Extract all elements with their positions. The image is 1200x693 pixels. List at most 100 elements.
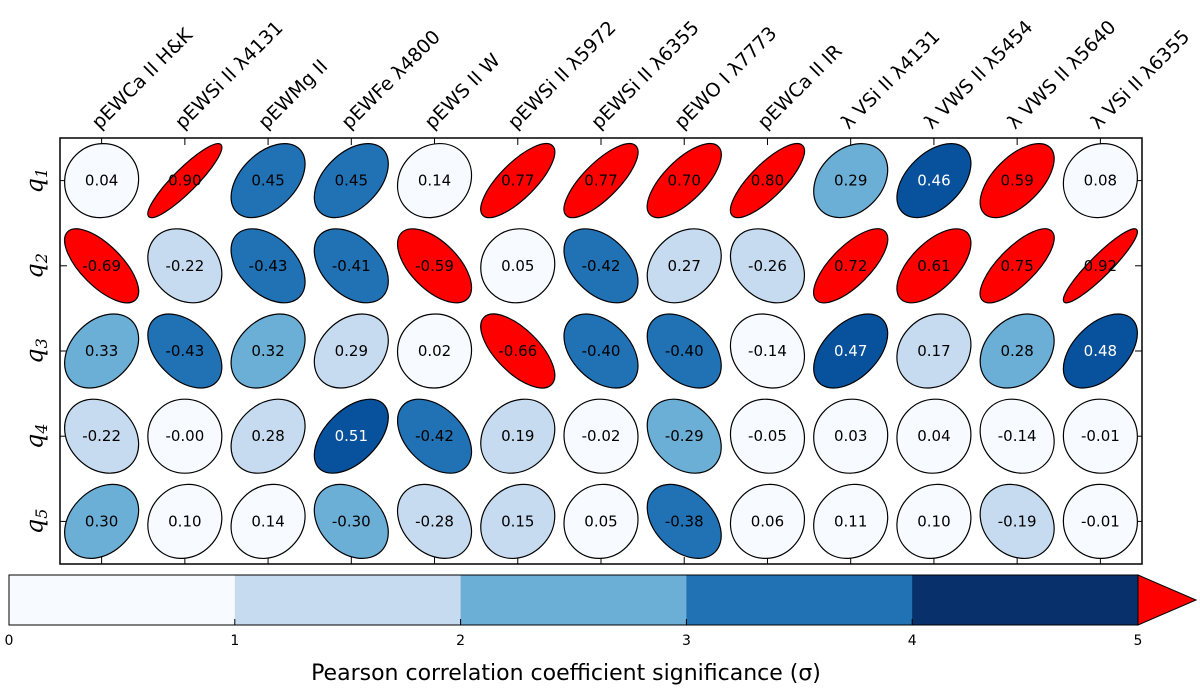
correlation-ellipse: [147, 228, 223, 304]
correlation-ellipse: [563, 398, 639, 474]
cell-value-label: 0.29: [335, 342, 368, 360]
cell-value-label: -0.01: [1081, 512, 1120, 530]
cell-value-label: 0.05: [501, 257, 534, 275]
correlation-ellipse: [896, 398, 972, 474]
correlation-ellipse: [813, 483, 889, 560]
cell-value-label: 0.77: [501, 172, 534, 190]
cell-value-label: 0.72: [834, 257, 867, 275]
cell-value-label: 0.02: [418, 342, 451, 360]
correlation-ellipse: [729, 313, 806, 389]
cell-value-label: 0.70: [668, 172, 701, 190]
cell-value-label: -0.43: [165, 342, 204, 360]
row-label: q3: [21, 338, 51, 364]
cell-value-label: 0.45: [251, 172, 284, 190]
correlation-ellipse: [396, 313, 473, 389]
cell-value-label: -0.05: [748, 427, 787, 445]
cell-value-label: 0.48: [1084, 342, 1117, 360]
colorbar-segment: [686, 575, 913, 625]
cell-value-label: 0.30: [85, 512, 118, 530]
cell-value-label: -0.26: [748, 257, 787, 275]
colorbar-tick-label: 5: [1134, 633, 1143, 649]
colorbar-tick-label: 3: [682, 633, 691, 649]
row-label: q1: [21, 168, 51, 194]
colorbar-tick-label: 4: [908, 633, 917, 649]
correlation-ellipse: [313, 398, 389, 474]
cell-value-label: -0.40: [665, 342, 704, 360]
correlation-ellipse: [563, 313, 639, 389]
cell-value-label: 0.14: [418, 172, 451, 190]
cell-value-label: -0.19: [998, 512, 1037, 530]
cell-value-label: 0.06: [751, 512, 784, 530]
cell-value-label: 0.05: [584, 512, 617, 530]
correlation-ellipse: [396, 483, 473, 560]
correlation-ellipse: [396, 142, 473, 219]
cell-value-label: 0.04: [85, 172, 118, 190]
correlation-ellipse: [313, 143, 389, 219]
cell-value-label: -0.00: [165, 427, 204, 445]
correlation-ellipse: [396, 228, 473, 304]
cell-value-label: -0.69: [82, 257, 121, 275]
correlation-ellipse: [729, 142, 806, 219]
correlation-ellipse: [646, 313, 722, 389]
cell-value-label: -0.40: [582, 342, 621, 360]
cell-value-label: 0.32: [251, 342, 284, 360]
correlation-ellipse: [1062, 143, 1138, 219]
correlation-ellipse: [979, 313, 1055, 389]
correlation-ellipse: [480, 313, 556, 389]
cell-value-label: 0.47: [834, 342, 867, 360]
correlation-ellipse: [313, 313, 389, 389]
row-label: q2: [21, 253, 51, 279]
colorbar-segment: [9, 575, 236, 625]
cell-value-label: -0.22: [165, 257, 204, 275]
cell-value-label: -0.02: [582, 427, 621, 445]
correlation-ellipse: [147, 313, 223, 389]
correlation-ellipse: [979, 398, 1055, 474]
cell-value-label: 0.08: [1084, 172, 1117, 190]
correlation-ellipse: [1062, 483, 1138, 559]
colorbar-extend-arrow: [1137, 574, 1198, 626]
cell-value-label: 0.27: [668, 257, 701, 275]
cell-value-label: 0.46: [917, 172, 950, 190]
colorbar-tick-label: 1: [230, 633, 239, 649]
cell-value-label: 0.51: [335, 427, 368, 445]
cell-value-label: 0.28: [1000, 342, 1033, 360]
correlation-ellipse: [813, 143, 889, 219]
cell-value-label: -0.41: [332, 257, 371, 275]
correlation-ellipse: [313, 483, 389, 560]
cell-value-label: -0.01: [1081, 427, 1120, 445]
cell-value-label: -0.66: [498, 342, 537, 360]
correlation-ellipse: [230, 228, 306, 304]
correlation-ellipse: [1062, 313, 1138, 389]
correlation-ellipse: [896, 142, 972, 219]
correlation-ellipse: [230, 483, 306, 560]
colorbar-segment: [460, 575, 687, 625]
colorbar-tick-label: 0: [5, 633, 14, 649]
column-label: pEWMg II: [254, 55, 332, 133]
cell-value-label: -0.14: [998, 427, 1037, 445]
correlation-ellipse: [563, 142, 639, 219]
correlation-ellipse: [480, 228, 556, 304]
cell-value-label: 0.04: [917, 427, 950, 445]
cell-value-label: 0.80: [751, 172, 784, 190]
cell-value-label: 0.17: [917, 342, 950, 360]
correlation-cells: 0.04 0.90 0.45 0.45 0.14 0.77 0.77 0.70 0.80 0.29…: [64, 142, 1138, 560]
row-label: q4: [21, 423, 51, 449]
cell-value-label: 0.14: [251, 512, 284, 530]
cell-value-label: 0.19: [501, 427, 534, 445]
correlation-ellipse: [729, 483, 806, 559]
correlation-ellipse: [646, 483, 722, 560]
correlation-ellipse: [1062, 398, 1138, 474]
cell-value-label: 0.03: [834, 427, 867, 445]
cell-value-label: -0.30: [332, 512, 371, 530]
correlation-ellipse: [979, 142, 1055, 219]
correlation-ellipse: [646, 228, 722, 304]
cell-value-label: 0.33: [85, 342, 118, 360]
correlation-ellipse: [396, 398, 473, 474]
correlation-ellipse: [147, 398, 223, 474]
correlation-ellipse: [979, 483, 1055, 559]
correlation-ellipse: [813, 228, 889, 304]
cell-value-label: 0.59: [1000, 172, 1033, 190]
column-label: pEWS II W: [421, 49, 505, 133]
cell-value-label: 0.92: [1084, 257, 1117, 275]
